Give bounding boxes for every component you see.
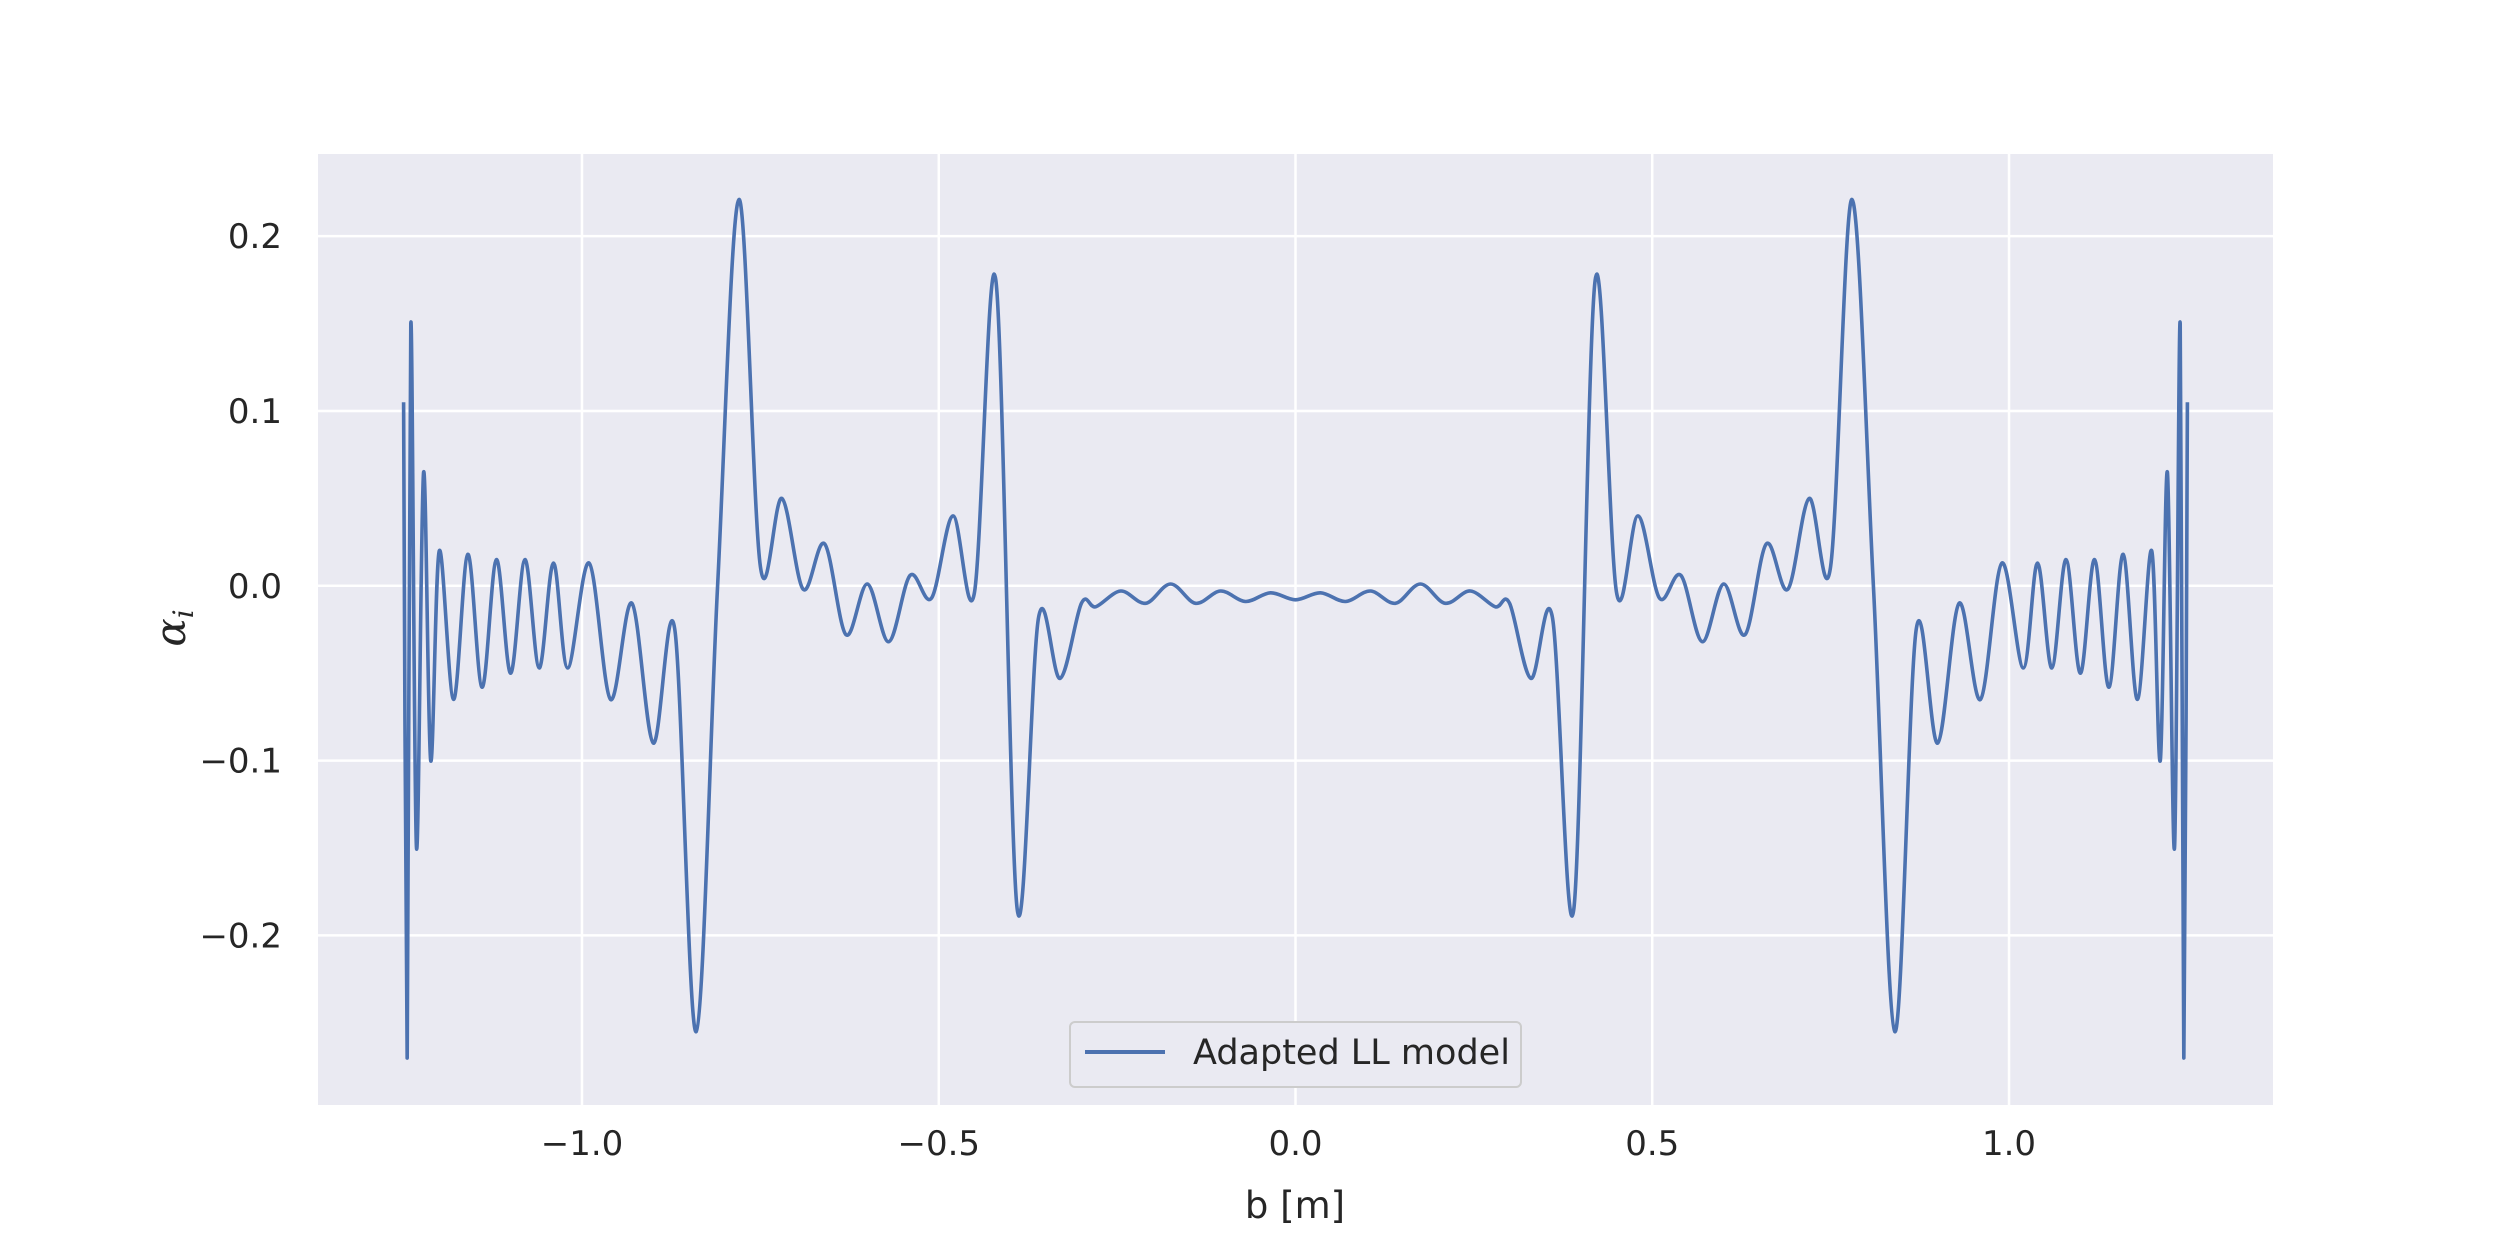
legend-label: Adapted LL model: [1193, 1033, 1510, 1073]
x-axis-label: b [m]: [1245, 1184, 1345, 1227]
grid: [318, 154, 2273, 1105]
y-tick-label: 0.2: [228, 217, 282, 257]
x-tick-label: 0.0: [1268, 1124, 1322, 1164]
x-tick-label: −0.5: [897, 1124, 980, 1164]
y-tick-labels: −0.2 −0.1 0.0 0.1 0.2: [199, 217, 282, 956]
y-tick-label: −0.2: [199, 916, 282, 956]
y-tick-label: 0.0: [228, 567, 282, 607]
y-axis-label: αi: [146, 609, 200, 646]
series-line-adapted-ll-model: [401, 197, 2190, 1060]
y-tick-label: −0.1: [199, 742, 282, 782]
x-tick-labels: −1.0 −0.5 0.0 0.5 1.0: [541, 1124, 2036, 1164]
legend-box: [1069, 1021, 1522, 1088]
x-tick-label: 0.5: [1625, 1124, 1679, 1164]
x-tick-label: −1.0: [541, 1124, 624, 1164]
x-tick-label: 1.0: [1982, 1124, 2036, 1164]
y-tick-label: 0.1: [228, 392, 282, 432]
legend: Adapted LL model: [1069, 1021, 1522, 1088]
